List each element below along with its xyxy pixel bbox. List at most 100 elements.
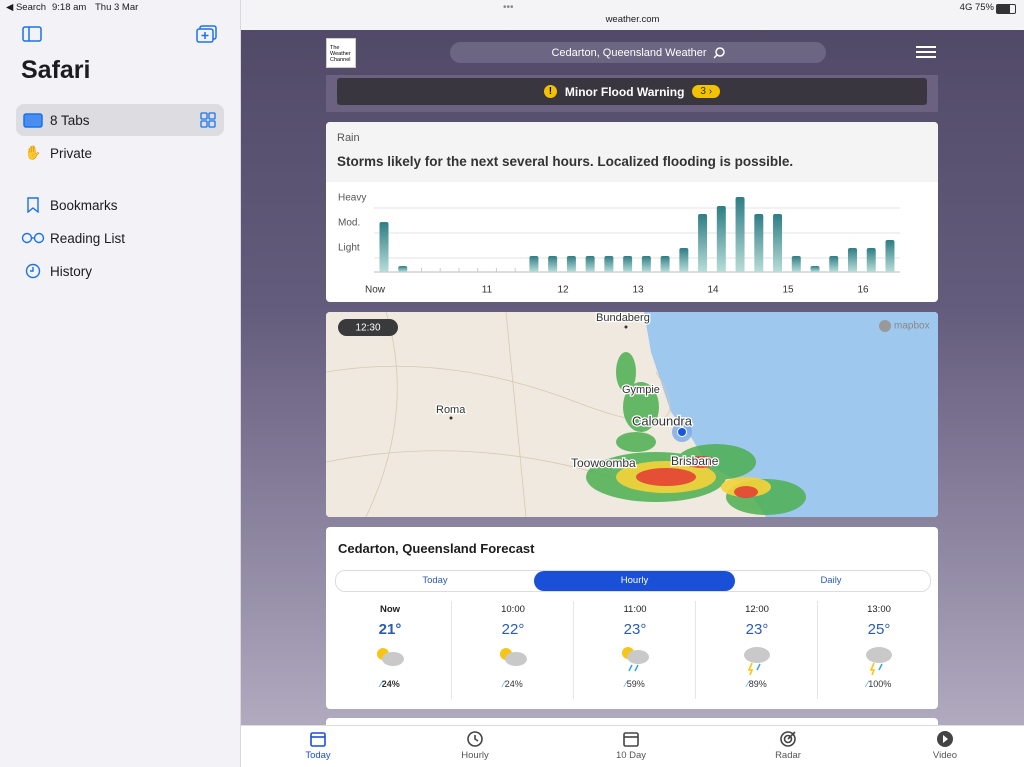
sidebar-title: Safari — [21, 56, 91, 84]
rain-bar — [604, 256, 614, 272]
status-back[interactable]: ◀ Search — [6, 2, 47, 13]
tab-icon — [623, 732, 639, 747]
hour-column: Now 21° ⁄24% — [329, 601, 451, 699]
precip-value: 100% — [868, 679, 892, 689]
tab-item[interactable]: Video — [905, 730, 985, 761]
x-tick-label: 15 — [782, 285, 794, 296]
private-item[interactable]: ✋ Private — [24, 145, 93, 161]
place: Gympie — [622, 384, 660, 396]
logo-line: The — [330, 45, 340, 51]
alert[interactable]: ! Minor Flood Warning 3 › — [337, 78, 927, 105]
search-text: Cedarton, Queensland Weather — [551, 46, 707, 59]
status-date: Thu 3 Mar — [95, 2, 139, 13]
rain-bar — [623, 256, 633, 272]
place: Brisbane — [671, 454, 719, 468]
rain-bar — [735, 197, 745, 272]
hour-time: 13:00 — [867, 604, 891, 615]
hour-time: 10:00 — [501, 604, 525, 615]
rain-bar — [398, 266, 408, 272]
rain-chart: Light Mod. Heavy Now 11 12 13 14 15 16 — [338, 193, 900, 296]
alert-count[interactable]: 3 › — [692, 85, 721, 98]
count: 3 — [700, 86, 706, 97]
place: Toowoomba — [571, 456, 636, 470]
history-item[interactable]: History — [16, 255, 224, 287]
hour-time: 11:00 — [623, 604, 647, 615]
reading-list-item[interactable]: Reading List — [16, 222, 224, 254]
status-network: 4G 75% — [960, 2, 994, 13]
hour-precip: ⁄24% — [380, 679, 400, 689]
logo-line: Channel — [330, 57, 351, 63]
rain-bar — [698, 214, 708, 272]
rain-bar — [791, 256, 801, 272]
hour-precip: ⁄24% — [503, 679, 523, 689]
tab-item[interactable]: Radar — [748, 730, 828, 761]
rain-headline: Storms likely for the next several hours… — [337, 154, 794, 169]
tab-label: Radar — [775, 750, 801, 761]
rain-bar — [810, 266, 820, 272]
place: Caloundra — [632, 413, 693, 428]
weather-icon — [866, 647, 892, 676]
hour-column: 10:00 22° ⁄24% — [451, 601, 574, 699]
hour-time: 12:00 — [745, 604, 769, 615]
network: 4G — [959, 2, 973, 13]
place: Bundaberg — [596, 312, 650, 324]
x-tick-label: 14 — [707, 285, 719, 296]
tabs-item[interactable]: 8 Tabs — [16, 104, 224, 136]
forecast-title: Cedarton, Queensland Forecast — [338, 541, 535, 556]
rain-bar — [585, 256, 595, 272]
rain-bar — [379, 222, 389, 272]
logo[interactable]: The Weather Channel — [326, 38, 356, 68]
rain-bar — [829, 256, 839, 272]
rain-bar — [679, 248, 689, 272]
tab-item[interactable]: Hourly — [435, 730, 515, 761]
tab-item[interactable]: Today — [278, 730, 358, 761]
tab-icon — [937, 731, 953, 747]
hour-temp: 22° — [501, 621, 525, 638]
url[interactable]: weather.com — [605, 14, 660, 25]
tab-item[interactable]: 10 Day — [591, 730, 671, 761]
tab-label: 10 Day — [615, 750, 647, 761]
logo-line: Weather — [330, 51, 351, 57]
rain-bar — [754, 214, 764, 272]
label: History — [50, 263, 93, 279]
label: Reading List — [50, 230, 126, 246]
multitask-dots[interactable]: ••• — [503, 2, 514, 13]
search-pill[interactable]: Cedarton, Queensland Weather — [450, 42, 826, 63]
menu[interactable] — [916, 45, 936, 59]
y-tick-label: Heavy — [338, 193, 366, 204]
x-tick-label: 12 — [557, 285, 569, 296]
precip-value: 24% — [381, 679, 400, 689]
hour-temp: 23° — [745, 621, 769, 638]
sidebar-toggle[interactable] — [22, 26, 42, 42]
tab-today[interactable]: Today — [422, 575, 448, 586]
tab-hourly[interactable]: Hourly — [534, 571, 735, 591]
rain-bar — [566, 256, 576, 272]
rain-bar — [848, 248, 857, 272]
weather-icon — [622, 647, 649, 672]
rain-label: Rain — [337, 132, 360, 144]
precip-value: 59% — [626, 679, 645, 689]
rain-bar — [548, 256, 558, 272]
hour-precip: ⁄89% — [747, 679, 767, 689]
url-bar — [241, 0, 1024, 30]
bookmarks-item[interactable]: Bookmarks — [16, 189, 224, 221]
precip-value: 24% — [504, 679, 523, 689]
status-time: 9:18 am — [52, 2, 87, 13]
rain-bar — [716, 206, 726, 272]
rain-bar — [885, 240, 895, 272]
rain-bar — [660, 256, 670, 272]
label: Private — [50, 145, 93, 161]
y-tick-label: Mod. — [338, 218, 360, 229]
map-card[interactable]: Bundaberg Gympie Roma Caloundra Toowoomb… — [326, 312, 938, 517]
hour-column: 13:00 25° ⁄100% — [817, 601, 940, 699]
tab-label: Today — [305, 750, 331, 761]
forecast-tabs: Today Hourly Daily — [335, 570, 931, 592]
new-tab-group[interactable] — [196, 25, 218, 43]
weather-icon — [744, 647, 770, 676]
tab-daily[interactable]: Daily — [820, 575, 842, 586]
browser: ••• weather.com 4G 75% The Weather Chann… — [241, 0, 1024, 767]
hour-precip: ⁄100% — [866, 679, 892, 689]
x-tick-label: 11 — [482, 285, 493, 296]
hour-time: Now — [379, 604, 401, 615]
